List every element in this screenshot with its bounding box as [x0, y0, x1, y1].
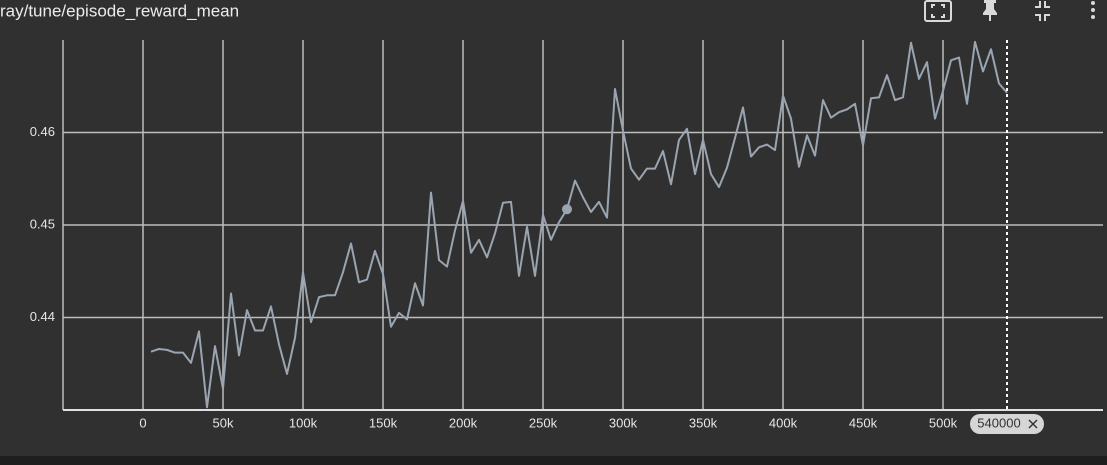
x-tick-label: 50k: [213, 415, 234, 430]
toolbar: [924, 0, 1095, 22]
x-tick-label: 150k: [369, 415, 398, 430]
collapse-button[interactable]: [1035, 1, 1050, 21]
y-tick-label: 0.44: [30, 309, 55, 324]
x-tick-label: 0: [139, 415, 146, 430]
cursor-clear-button[interactable]: [1028, 419, 1038, 429]
menu-button[interactable]: [1091, 1, 1095, 19]
runs-panel-edge: [0, 456, 1107, 465]
close-icon: [1028, 419, 1038, 429]
cursor-value: 540000: [977, 415, 1020, 430]
x-tick-label: 200k: [449, 415, 478, 430]
x-tick-label: 500k: [929, 415, 958, 430]
x-tick-label: 250k: [529, 415, 558, 430]
y-tick-label: 0.46: [30, 124, 55, 139]
hover-point: [562, 204, 572, 215]
cursor-badge-bg: [970, 414, 1044, 434]
chart-title: ray/tune/episode_reward_mean: [0, 1, 239, 20]
y-tick-label: 0.45: [30, 216, 55, 231]
series-line: [150, 40, 1008, 409]
cursor-badge: 540000: [970, 414, 1044, 434]
x-tick-label: 100k: [289, 415, 318, 430]
x-tick-label: 400k: [769, 415, 798, 430]
x-tick-label: 450k: [849, 415, 878, 430]
pin-button[interactable]: [983, 0, 997, 21]
x-tick-label: 300k: [609, 415, 638, 430]
x-tick-label: 350k: [689, 415, 718, 430]
plot-area: [150, 40, 1008, 409]
fit-domain-button[interactable]: [924, 0, 952, 22]
